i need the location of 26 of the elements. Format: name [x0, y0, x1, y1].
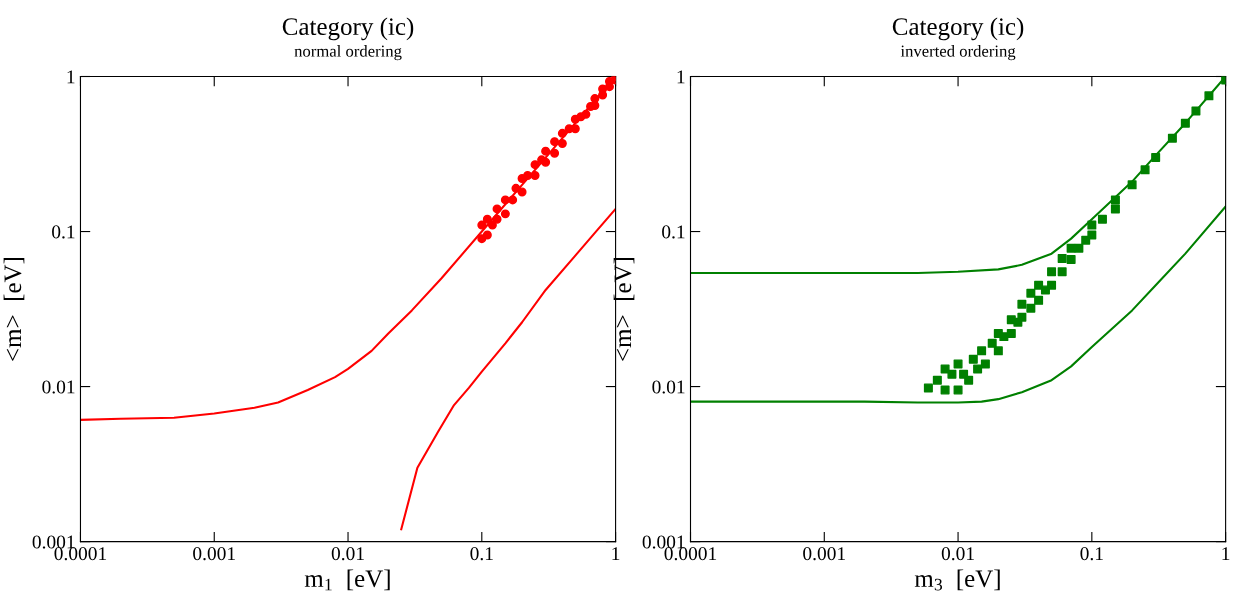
- y-tick-label: 0.1: [662, 225, 685, 239]
- chart-title: Category (ic): [892, 17, 1024, 41]
- x-tick-label: 0.1: [470, 547, 493, 561]
- y-tick-label: 0.01: [652, 380, 685, 394]
- x-tick-label: 0.0001: [664, 547, 717, 561]
- x-tick-label: 0.001: [803, 547, 845, 561]
- chart-subtitle: inverted ordering: [900, 45, 1016, 61]
- x-tick-label: 0.01: [941, 547, 974, 561]
- y-tick-label: 0.01: [42, 380, 75, 394]
- y-tick-label: 0.1: [52, 225, 75, 239]
- x-tick-label: 0.01: [331, 547, 364, 561]
- y-tick-label: 1: [677, 70, 685, 84]
- y-tick-label: 1: [67, 70, 75, 84]
- x-tick-label: 0.1: [1080, 547, 1103, 561]
- x-tick-label: 0.001: [193, 547, 235, 561]
- y-axis-title: <m> [eV]: [3, 257, 25, 361]
- chart-title: Category (ic): [282, 17, 414, 41]
- x-axis-title: m$_{1}$ [eV]: [304, 569, 390, 591]
- y-axis-title: <m> [eV]: [613, 257, 635, 361]
- x-tick-label: 1: [1222, 547, 1230, 560]
- y-tick-label: 0.001: [32, 535, 75, 549]
- x-axis-title: m$_{3}$ [eV]: [914, 569, 1000, 591]
- y-tick-label: 0.001: [642, 535, 685, 549]
- x-tick-label: 0.0001: [54, 547, 107, 561]
- x-tick-label: 1: [612, 547, 620, 560]
- chart-subtitle: normal ordering: [294, 45, 402, 61]
